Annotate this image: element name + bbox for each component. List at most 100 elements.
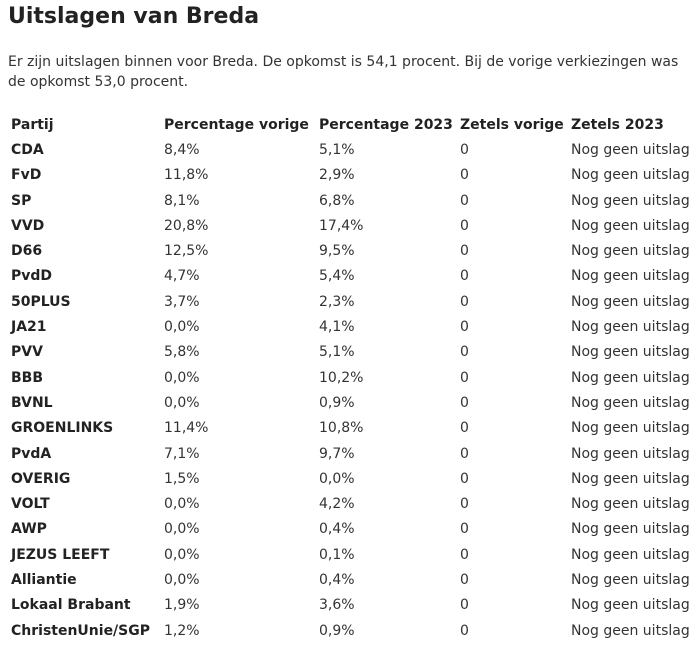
zetels-2023-cell: Nog geen uitslag [571, 243, 690, 260]
zetels-2023-cell: Nog geen uitslag [571, 319, 690, 336]
percentage-vorige-cell: 8,4% [164, 141, 200, 158]
zetels-vorige-cell: 0 [460, 344, 469, 361]
percentage-2023-cell: 10,2% [319, 369, 364, 386]
party-name-cell: Alliantie [11, 571, 77, 588]
percentage-2023-cell: 0,9% [319, 394, 355, 411]
table-row: BVNL 0,0% 0,9% 0 Nog geen uitslag [8, 390, 691, 415]
percentage-vorige-cell: 1,5% [164, 470, 200, 487]
table-row: PvdA 7,1% 9,7% 0 Nog geen uitslag [8, 441, 691, 466]
table-row: VOLT 0,0% 4,2% 0 Nog geen uitslag [8, 491, 691, 516]
percentage-2023-cell: 0,9% [319, 622, 355, 639]
percentage-vorige-cell: 1,2% [164, 622, 200, 639]
table-row: SP 8,1% 6,8% 0 Nog geen uitslag [8, 188, 691, 213]
zetels-2023-cell: Nog geen uitslag [571, 369, 690, 386]
zetels-2023-cell: Nog geen uitslag [571, 571, 690, 588]
percentage-2023-cell: 6,8% [319, 192, 355, 209]
table-row: Lokaal Brabant 1,9% 3,6% 0 Nog geen uitslag [8, 593, 691, 618]
zetels-vorige-cell: 0 [460, 571, 469, 588]
percentage-2023-cell: 0,1% [319, 546, 355, 563]
percentage-vorige-cell: 3,7% [164, 293, 200, 310]
party-name-cell: PVV [11, 344, 43, 361]
percentage-vorige-cell: 11,4% [164, 420, 209, 437]
zetels-vorige-cell: 0 [460, 192, 469, 209]
zetels-vorige-cell: 0 [460, 470, 469, 487]
zetels-vorige-cell: 0 [460, 394, 469, 411]
percentage-2023-cell: 9,7% [319, 445, 355, 462]
results-table-body: CDA 8,4% 5,1% 0 Nog geen uitslag FvD 11,8% 2,9%… [8, 137, 691, 643]
zetels-vorige-cell: 0 [460, 445, 469, 462]
zetels-2023-cell: Nog geen uitslag [571, 470, 690, 487]
percentage-vorige-cell: 1,9% [164, 597, 200, 614]
header-percentage-2023: Percentage 2023 [319, 116, 453, 133]
party-name-cell: D66 [11, 243, 43, 260]
zetels-2023-cell: Nog geen uitslag [571, 167, 690, 184]
percentage-2023-cell: 0,4% [319, 521, 355, 538]
table-row: AWP 0,0% 0,4% 0 Nog geen uitslag [8, 517, 691, 542]
percentage-2023-cell: 5,4% [319, 268, 355, 285]
zetels-vorige-cell: 0 [460, 521, 469, 538]
percentage-vorige-cell: 7,1% [164, 445, 200, 462]
zetels-2023-cell: Nog geen uitslag [571, 597, 690, 614]
percentage-vorige-cell: 4,7% [164, 268, 200, 285]
party-name-cell: Lokaal Brabant [11, 597, 131, 614]
zetels-2023-cell: Nog geen uitslag [571, 420, 690, 437]
zetels-vorige-cell: 0 [460, 141, 469, 158]
party-name-cell: JEZUS LEEFT [11, 546, 110, 563]
table-row: BBB 0,0% 10,2% 0 Nog geen uitslag [8, 365, 691, 390]
table-row: PVV 5,8% 5,1% 0 Nog geen uitslag [8, 340, 691, 365]
header-partij: Partij [11, 116, 54, 133]
zetels-2023-cell: Nog geen uitslag [571, 344, 690, 361]
party-name-cell: SP [11, 192, 32, 209]
percentage-vorige-cell: 0,0% [164, 394, 200, 411]
party-name-cell: CDA [11, 141, 44, 158]
percentage-vorige-cell: 5,8% [164, 344, 200, 361]
party-name-cell: AWP [11, 521, 47, 538]
percentage-2023-cell: 9,5% [319, 243, 355, 260]
percentage-vorige-cell: 0,0% [164, 521, 200, 538]
header-percentage-vorige: Percentage vorige [164, 116, 309, 133]
zetels-vorige-cell: 0 [460, 597, 469, 614]
percentage-2023-cell: 3,6% [319, 597, 355, 614]
table-row: OVERIG 1,5% 0,0% 0 Nog geen uitslag [8, 466, 691, 491]
zetels-2023-cell: Nog geen uitslag [571, 141, 690, 158]
zetels-vorige-cell: 0 [460, 622, 469, 639]
table-row: PvdD 4,7% 5,4% 0 Nog geen uitslag [8, 264, 691, 289]
party-name-cell: PvdA [11, 445, 52, 462]
table-row: JA21 0,0% 4,1% 0 Nog geen uitslag [8, 314, 691, 339]
percentage-2023-cell: 0,0% [319, 470, 355, 487]
table-row: Alliantie 0,0% 0,4% 0 Nog geen uitslag [8, 567, 691, 592]
zetels-vorige-cell: 0 [460, 243, 469, 260]
table-row: VVD 20,8% 17,4% 0 Nog geen uitslag [8, 213, 691, 238]
zetels-2023-cell: Nog geen uitslag [571, 521, 690, 538]
percentage-vorige-cell: 11,8% [164, 167, 209, 184]
percentage-2023-cell: 10,8% [319, 420, 364, 437]
zetels-vorige-cell: 0 [460, 167, 469, 184]
percentage-vorige-cell: 0,0% [164, 571, 200, 588]
percentage-vorige-cell: 0,0% [164, 546, 200, 563]
zetels-2023-cell: Nog geen uitslag [571, 268, 690, 285]
zetels-2023-cell: Nog geen uitslag [571, 546, 690, 563]
zetels-vorige-cell: 0 [460, 217, 469, 234]
table-row: FvD 11,8% 2,9% 0 Nog geen uitslag [8, 163, 691, 188]
party-name-cell: JA21 [11, 319, 47, 336]
percentage-2023-cell: 17,4% [319, 217, 364, 234]
zetels-2023-cell: Nog geen uitslag [571, 394, 690, 411]
party-name-cell: PvdD [11, 268, 53, 285]
page-title: Uitslagen van Breda [8, 4, 260, 29]
percentage-2023-cell: 0,4% [319, 571, 355, 588]
party-name-cell: OVERIG [11, 470, 71, 487]
party-name-cell: FvD [11, 167, 42, 184]
results-table: Partij Percentage vorige Percentage 2023… [8, 112, 691, 643]
table-row: 50PLUS 3,7% 2,3% 0 Nog geen uitslag [8, 289, 691, 314]
zetels-vorige-cell: 0 [460, 496, 469, 513]
zetels-vorige-cell: 0 [460, 369, 469, 386]
table-row: GROENLINKS 11,4% 10,8% 0 Nog geen uitslag [8, 416, 691, 441]
zetels-2023-cell: Nog geen uitslag [571, 293, 690, 310]
party-name-cell: ChristenUnie/SGP [11, 622, 151, 639]
party-name-cell: 50PLUS [11, 293, 71, 310]
zetels-vorige-cell: 0 [460, 420, 469, 437]
zetels-vorige-cell: 0 [460, 546, 469, 563]
table-row: JEZUS LEEFT 0,0% 0,1% 0 Nog geen uitslag [8, 542, 691, 567]
zetels-2023-cell: Nog geen uitslag [571, 496, 690, 513]
party-name-cell: VVD [11, 217, 45, 234]
